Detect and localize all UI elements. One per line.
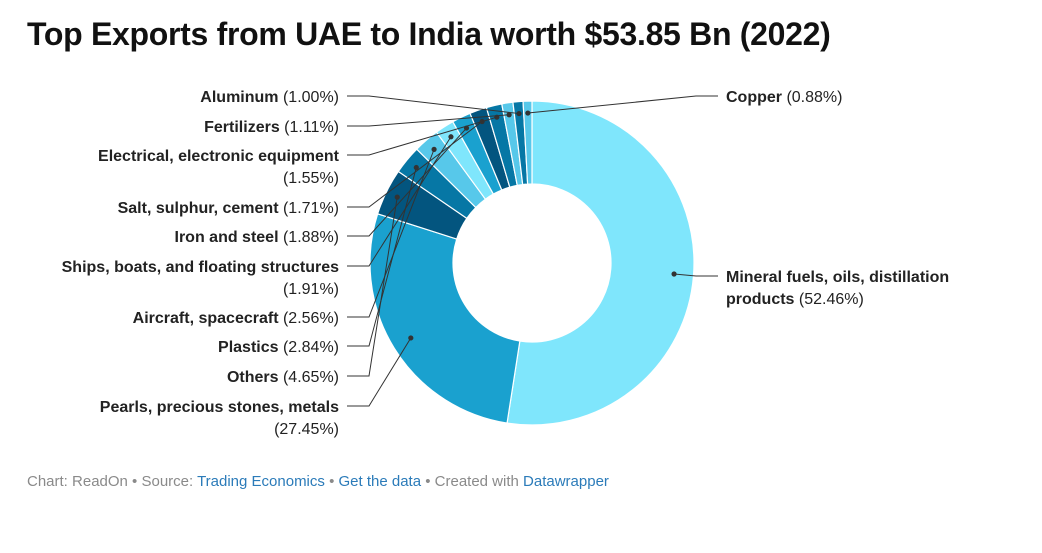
label-name: Electrical, electronic equipment xyxy=(98,148,340,165)
label-value: (27.45%) xyxy=(274,421,339,438)
leader-dot-aircraft-spacecraft xyxy=(431,146,437,152)
datawrapper-link[interactable]: Datawrapper xyxy=(523,473,609,490)
label-value: (0.88%) xyxy=(786,89,842,106)
slice-mineral-fuels-oils-distillation-products xyxy=(506,100,695,426)
label-name: Iron and steel xyxy=(175,229,283,246)
leader-lines xyxy=(347,95,718,407)
leader-line-salt-sulphur-cement xyxy=(347,121,483,208)
leader-dot-fertilizers xyxy=(506,112,512,118)
label-name: Salt, sulphur, cement xyxy=(118,200,283,217)
label-value: (1.11%) xyxy=(284,119,339,136)
leader-line-plastics xyxy=(347,167,417,347)
leader-line-electrical-electronic-equipment xyxy=(347,116,497,156)
slice-pearls-precious-stones-metals xyxy=(369,213,521,424)
leader-dot-copper xyxy=(525,110,531,116)
label-name: Fertilizers xyxy=(204,119,284,136)
label-name: Mineral fuels, oils, distillation xyxy=(726,269,949,286)
leader-line-ships-boats-and-floating-structures xyxy=(347,136,452,267)
label-iron-and-steel: Iron and steel (1.88%) xyxy=(175,229,340,246)
label-name: Aluminum xyxy=(200,89,283,106)
leader-dot-plastics xyxy=(413,164,419,171)
chart-title: Top Exports from UAE to India worth $53.… xyxy=(27,16,831,52)
label-aircraft-spacecraft: Aircraft, spacecraft (2.56%) xyxy=(133,310,339,327)
label-name: Others xyxy=(227,369,283,386)
label-name: Copper xyxy=(726,89,786,106)
leader-line-aluminum xyxy=(347,95,520,115)
label-aluminum: Aluminum (1.00%) xyxy=(200,89,339,106)
label-ships-boats-and-floating-structures: Ships, boats, and floating structures (1.… xyxy=(62,259,339,298)
label-value: (52.46%) xyxy=(799,291,864,308)
label-electrical-electronic-equipment: Electrical, electronic equipment (1.55%) xyxy=(98,148,340,187)
footer-separator: • xyxy=(324,473,339,490)
label-name: Ships, boats, and floating structures xyxy=(62,259,339,276)
label-plastics: Plastics (2.84%) xyxy=(218,339,339,356)
label-value: (1.88%) xyxy=(283,229,339,246)
label-copper: Copper (0.88%) xyxy=(726,89,842,106)
leader-line-copper xyxy=(527,95,718,114)
leader-line-others xyxy=(347,197,398,377)
leader-dot-mineral-fuels-oils-distillation-products xyxy=(671,271,677,277)
label-value: (2.84%) xyxy=(283,339,339,356)
leader-line-aircraft-spacecraft xyxy=(347,149,435,318)
donut-slices xyxy=(369,100,695,426)
label-value: (2.56%) xyxy=(283,310,339,327)
leader-dot-pearls-precious-stones-metals xyxy=(408,335,414,341)
footer-credit: Chart: ReadOn • Source: xyxy=(27,473,198,490)
label-mineral-fuels-oils-distillation-products: Mineral fuels, oils, distillation product… xyxy=(726,269,949,308)
leader-line-fertilizers xyxy=(347,114,510,127)
label-value: (1.71%) xyxy=(283,200,339,217)
label-others: Others (4.65%) xyxy=(227,369,339,386)
source-link[interactable]: Trading Economics xyxy=(197,473,325,490)
leader-line-iron-and-steel xyxy=(347,127,467,237)
label-value: (1.55%) xyxy=(283,170,339,187)
chart-footer: Chart: ReadOn • Source: Trading Economic… xyxy=(27,473,609,490)
leader-line-mineral-fuels-oils-distillation-products xyxy=(674,273,718,277)
get-data-link[interactable]: Get the data xyxy=(338,473,422,490)
label-value: (1.00%) xyxy=(283,89,339,106)
label-name: Pearls, precious stones, metals xyxy=(100,399,339,416)
label-value: (4.65%) xyxy=(283,369,339,386)
label-pearls-precious-stones-metals: Pearls, precious stones, metals (27.45%) xyxy=(100,399,339,438)
label-fertilizers: Fertilizers (1.11%) xyxy=(204,119,339,136)
label-value: (1.91%) xyxy=(283,281,339,298)
leader-line-pearls-precious-stones-metals xyxy=(347,337,412,407)
leader-dot-aluminum xyxy=(516,110,522,117)
leader-dot-others xyxy=(394,194,400,200)
label-name: Plastics xyxy=(218,339,283,356)
slice-labels: Mineral fuels, oils, distillation product… xyxy=(62,89,950,438)
label-name: Aircraft, spacecraft xyxy=(133,310,283,327)
footer-created-with: • Created with xyxy=(421,473,524,490)
label-salt-sulphur-cement: Salt, sulphur, cement (1.71%) xyxy=(118,200,339,217)
slice-copper xyxy=(522,100,533,185)
label-name: products xyxy=(726,291,799,308)
leader-dot-ships-boats-and-floating-structures xyxy=(448,134,454,140)
